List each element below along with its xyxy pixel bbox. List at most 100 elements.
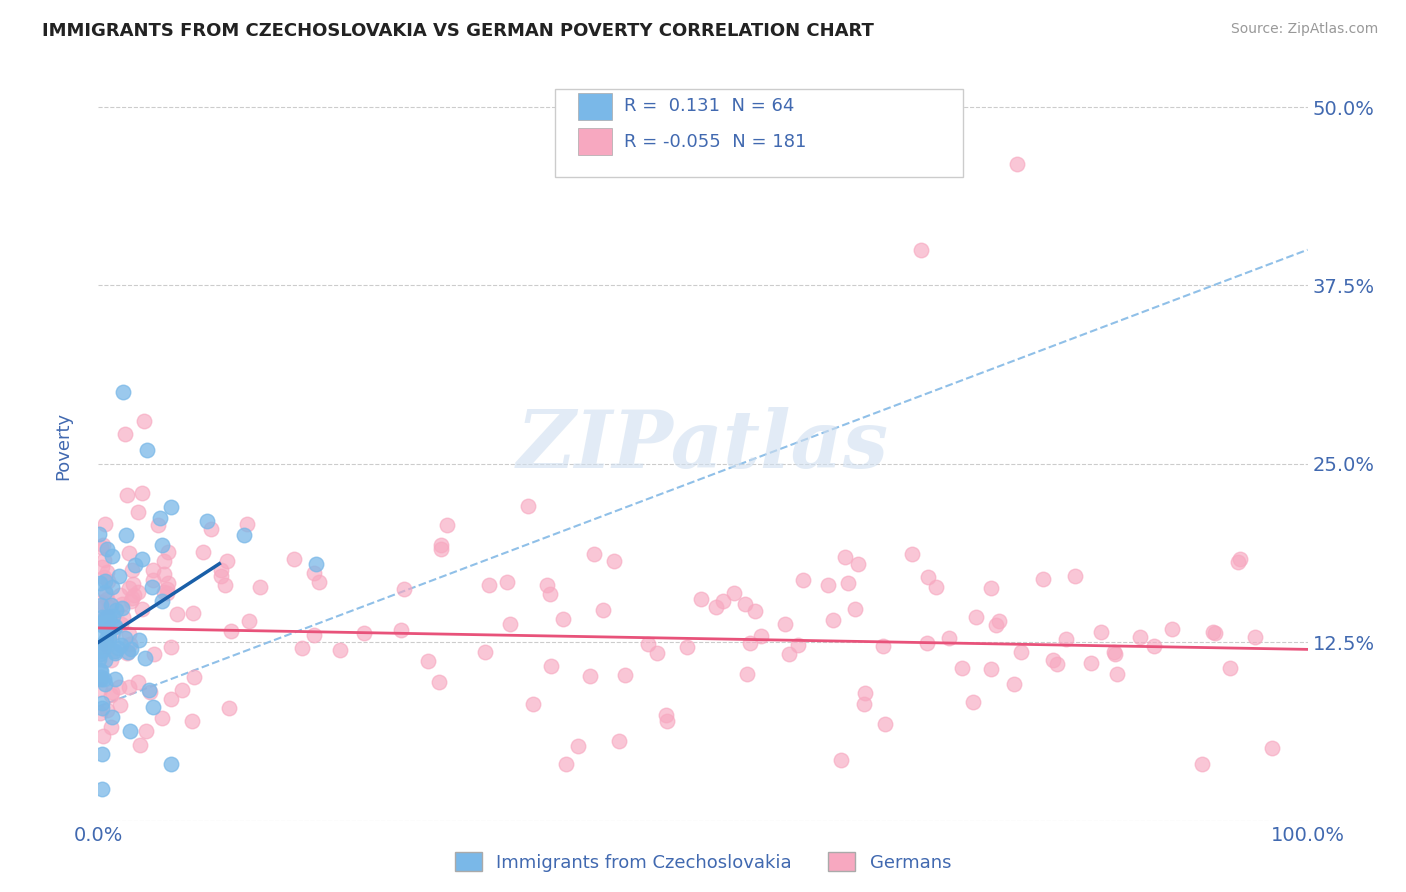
Point xyxy=(143,648,166,662)
Point xyxy=(846,557,869,571)
Point xyxy=(89,706,111,720)
Point xyxy=(90,595,112,609)
Point xyxy=(734,598,756,612)
Point xyxy=(94,677,117,691)
Point xyxy=(89,575,111,590)
Point xyxy=(97,632,120,647)
Point xyxy=(117,645,139,659)
Point xyxy=(91,618,114,632)
Point xyxy=(418,654,440,668)
Point xyxy=(96,639,118,653)
Point xyxy=(131,551,153,566)
Point xyxy=(1080,656,1102,670)
Point xyxy=(135,442,157,457)
Point xyxy=(389,624,412,638)
Point xyxy=(900,547,922,561)
Point xyxy=(553,612,575,626)
Point xyxy=(853,697,876,711)
Point xyxy=(778,647,800,661)
Point xyxy=(91,729,114,743)
Point xyxy=(93,636,115,650)
Point xyxy=(91,696,114,710)
Point xyxy=(156,582,179,597)
Point xyxy=(830,754,852,768)
Point xyxy=(873,717,896,731)
Point xyxy=(817,578,839,592)
Point xyxy=(142,573,165,587)
Point xyxy=(108,569,131,583)
Point xyxy=(91,609,114,624)
Point xyxy=(141,580,163,594)
Point xyxy=(91,560,114,574)
Point xyxy=(249,580,271,594)
Point xyxy=(100,653,122,667)
Point xyxy=(131,486,153,500)
Point xyxy=(517,499,540,513)
Point xyxy=(114,631,136,645)
Point xyxy=(218,701,240,715)
Point xyxy=(153,585,176,599)
Point xyxy=(195,514,218,528)
Point xyxy=(115,488,138,502)
Point xyxy=(90,747,112,761)
Point xyxy=(120,594,142,608)
Point xyxy=(915,636,938,650)
Point xyxy=(93,553,115,567)
Point xyxy=(97,574,120,589)
Point xyxy=(94,653,117,667)
Point xyxy=(101,609,124,624)
Point xyxy=(90,599,112,613)
Point xyxy=(910,243,932,257)
Point xyxy=(645,646,668,660)
Point xyxy=(1244,630,1267,644)
Point xyxy=(150,711,173,725)
Point xyxy=(160,640,183,654)
Point xyxy=(101,549,124,563)
Point xyxy=(474,645,496,659)
Text: R = -0.055  N = 181: R = -0.055 N = 181 xyxy=(624,133,807,151)
Text: R =  0.131  N = 64: R = 0.131 N = 64 xyxy=(624,97,794,115)
Point xyxy=(128,632,150,647)
Point xyxy=(166,607,188,621)
Point xyxy=(181,606,204,620)
Point xyxy=(308,574,330,589)
Point xyxy=(723,586,745,600)
Point xyxy=(302,627,325,641)
Point xyxy=(302,566,325,580)
Point xyxy=(1064,569,1087,583)
Point xyxy=(965,610,987,624)
Point xyxy=(104,644,127,658)
Point xyxy=(100,598,122,612)
Point xyxy=(704,599,727,614)
Point xyxy=(837,575,859,590)
Point xyxy=(1129,630,1152,644)
Point xyxy=(114,427,136,442)
Point xyxy=(120,641,142,656)
Point xyxy=(104,619,127,633)
Point xyxy=(115,528,138,542)
Point xyxy=(110,639,132,653)
Point xyxy=(96,587,118,601)
Point xyxy=(94,621,117,635)
Text: Poverty: Poverty xyxy=(55,412,72,480)
Point xyxy=(1202,624,1225,639)
Point xyxy=(120,724,142,739)
Point xyxy=(148,511,170,525)
Point xyxy=(107,680,129,694)
Point xyxy=(925,580,948,594)
Point xyxy=(108,698,131,712)
Point xyxy=(786,638,808,652)
Point xyxy=(655,708,678,723)
Point xyxy=(430,542,453,557)
Point xyxy=(305,557,328,571)
Point xyxy=(984,618,1007,632)
Point xyxy=(138,683,160,698)
Point xyxy=(496,575,519,590)
Point xyxy=(90,672,112,686)
Point xyxy=(90,540,112,554)
Point xyxy=(536,578,558,592)
Point xyxy=(134,651,156,665)
Point xyxy=(91,643,114,657)
Point xyxy=(108,588,131,602)
Point xyxy=(235,517,257,532)
